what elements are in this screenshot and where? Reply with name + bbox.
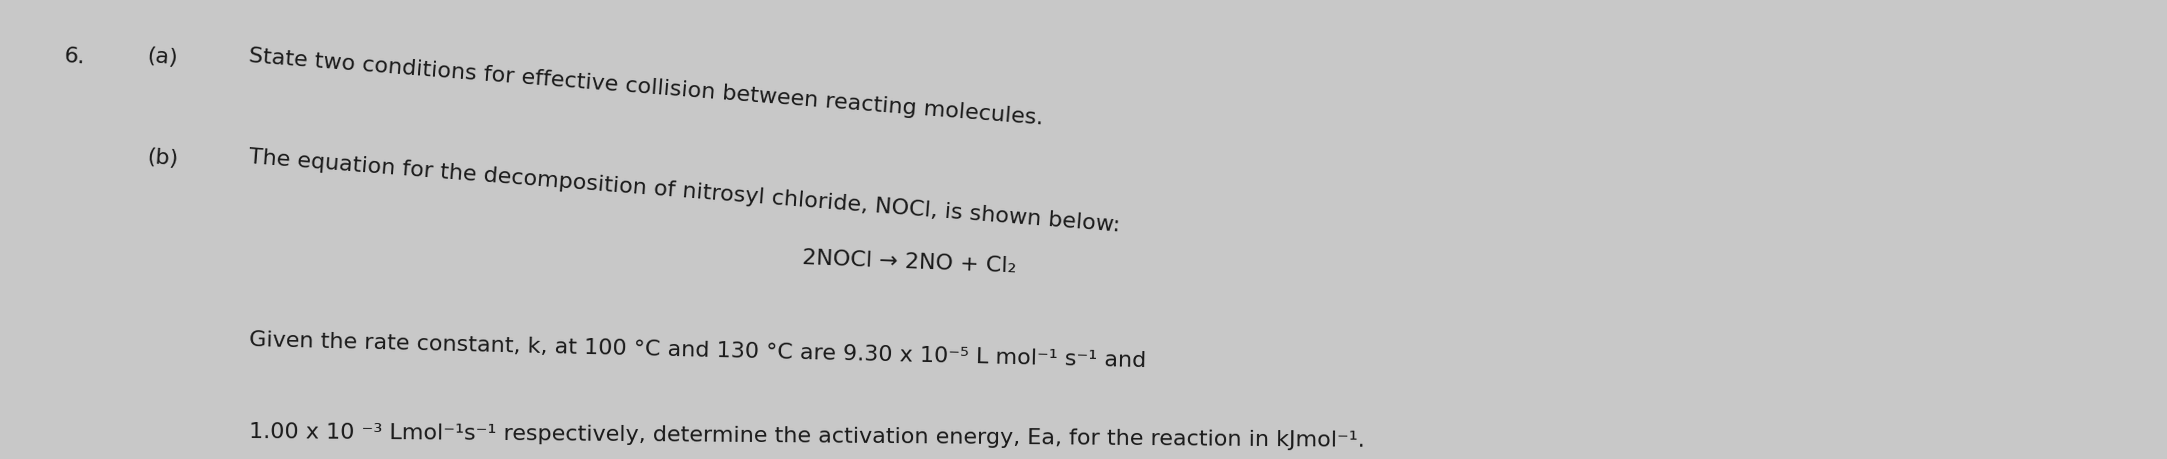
Text: State two conditions for effective collision between reacting molecules.: State two conditions for effective colli… <box>247 46 1044 129</box>
Text: Given the rate constant, k, at 100 °C and 130 °C are 9.30 x 10⁻⁵ L mol⁻¹ s⁻¹ and: Given the rate constant, k, at 100 °C an… <box>249 330 1146 372</box>
Text: The equation for the decomposition of nitrosyl chloride, NOCl, is shown below:: The equation for the decomposition of ni… <box>247 147 1120 235</box>
Text: 2NOCl → 2NO + Cl₂: 2NOCl → 2NO + Cl₂ <box>802 248 1016 277</box>
Text: (b): (b) <box>145 147 178 169</box>
Text: (a): (a) <box>145 46 178 68</box>
Text: 1.00 x 10 ⁻³ Lmol⁻¹s⁻¹ respectively, determine the activation energy, Ea, for th: 1.00 x 10 ⁻³ Lmol⁻¹s⁻¹ respectively, det… <box>249 422 1365 451</box>
Text: 6.: 6. <box>63 46 87 67</box>
